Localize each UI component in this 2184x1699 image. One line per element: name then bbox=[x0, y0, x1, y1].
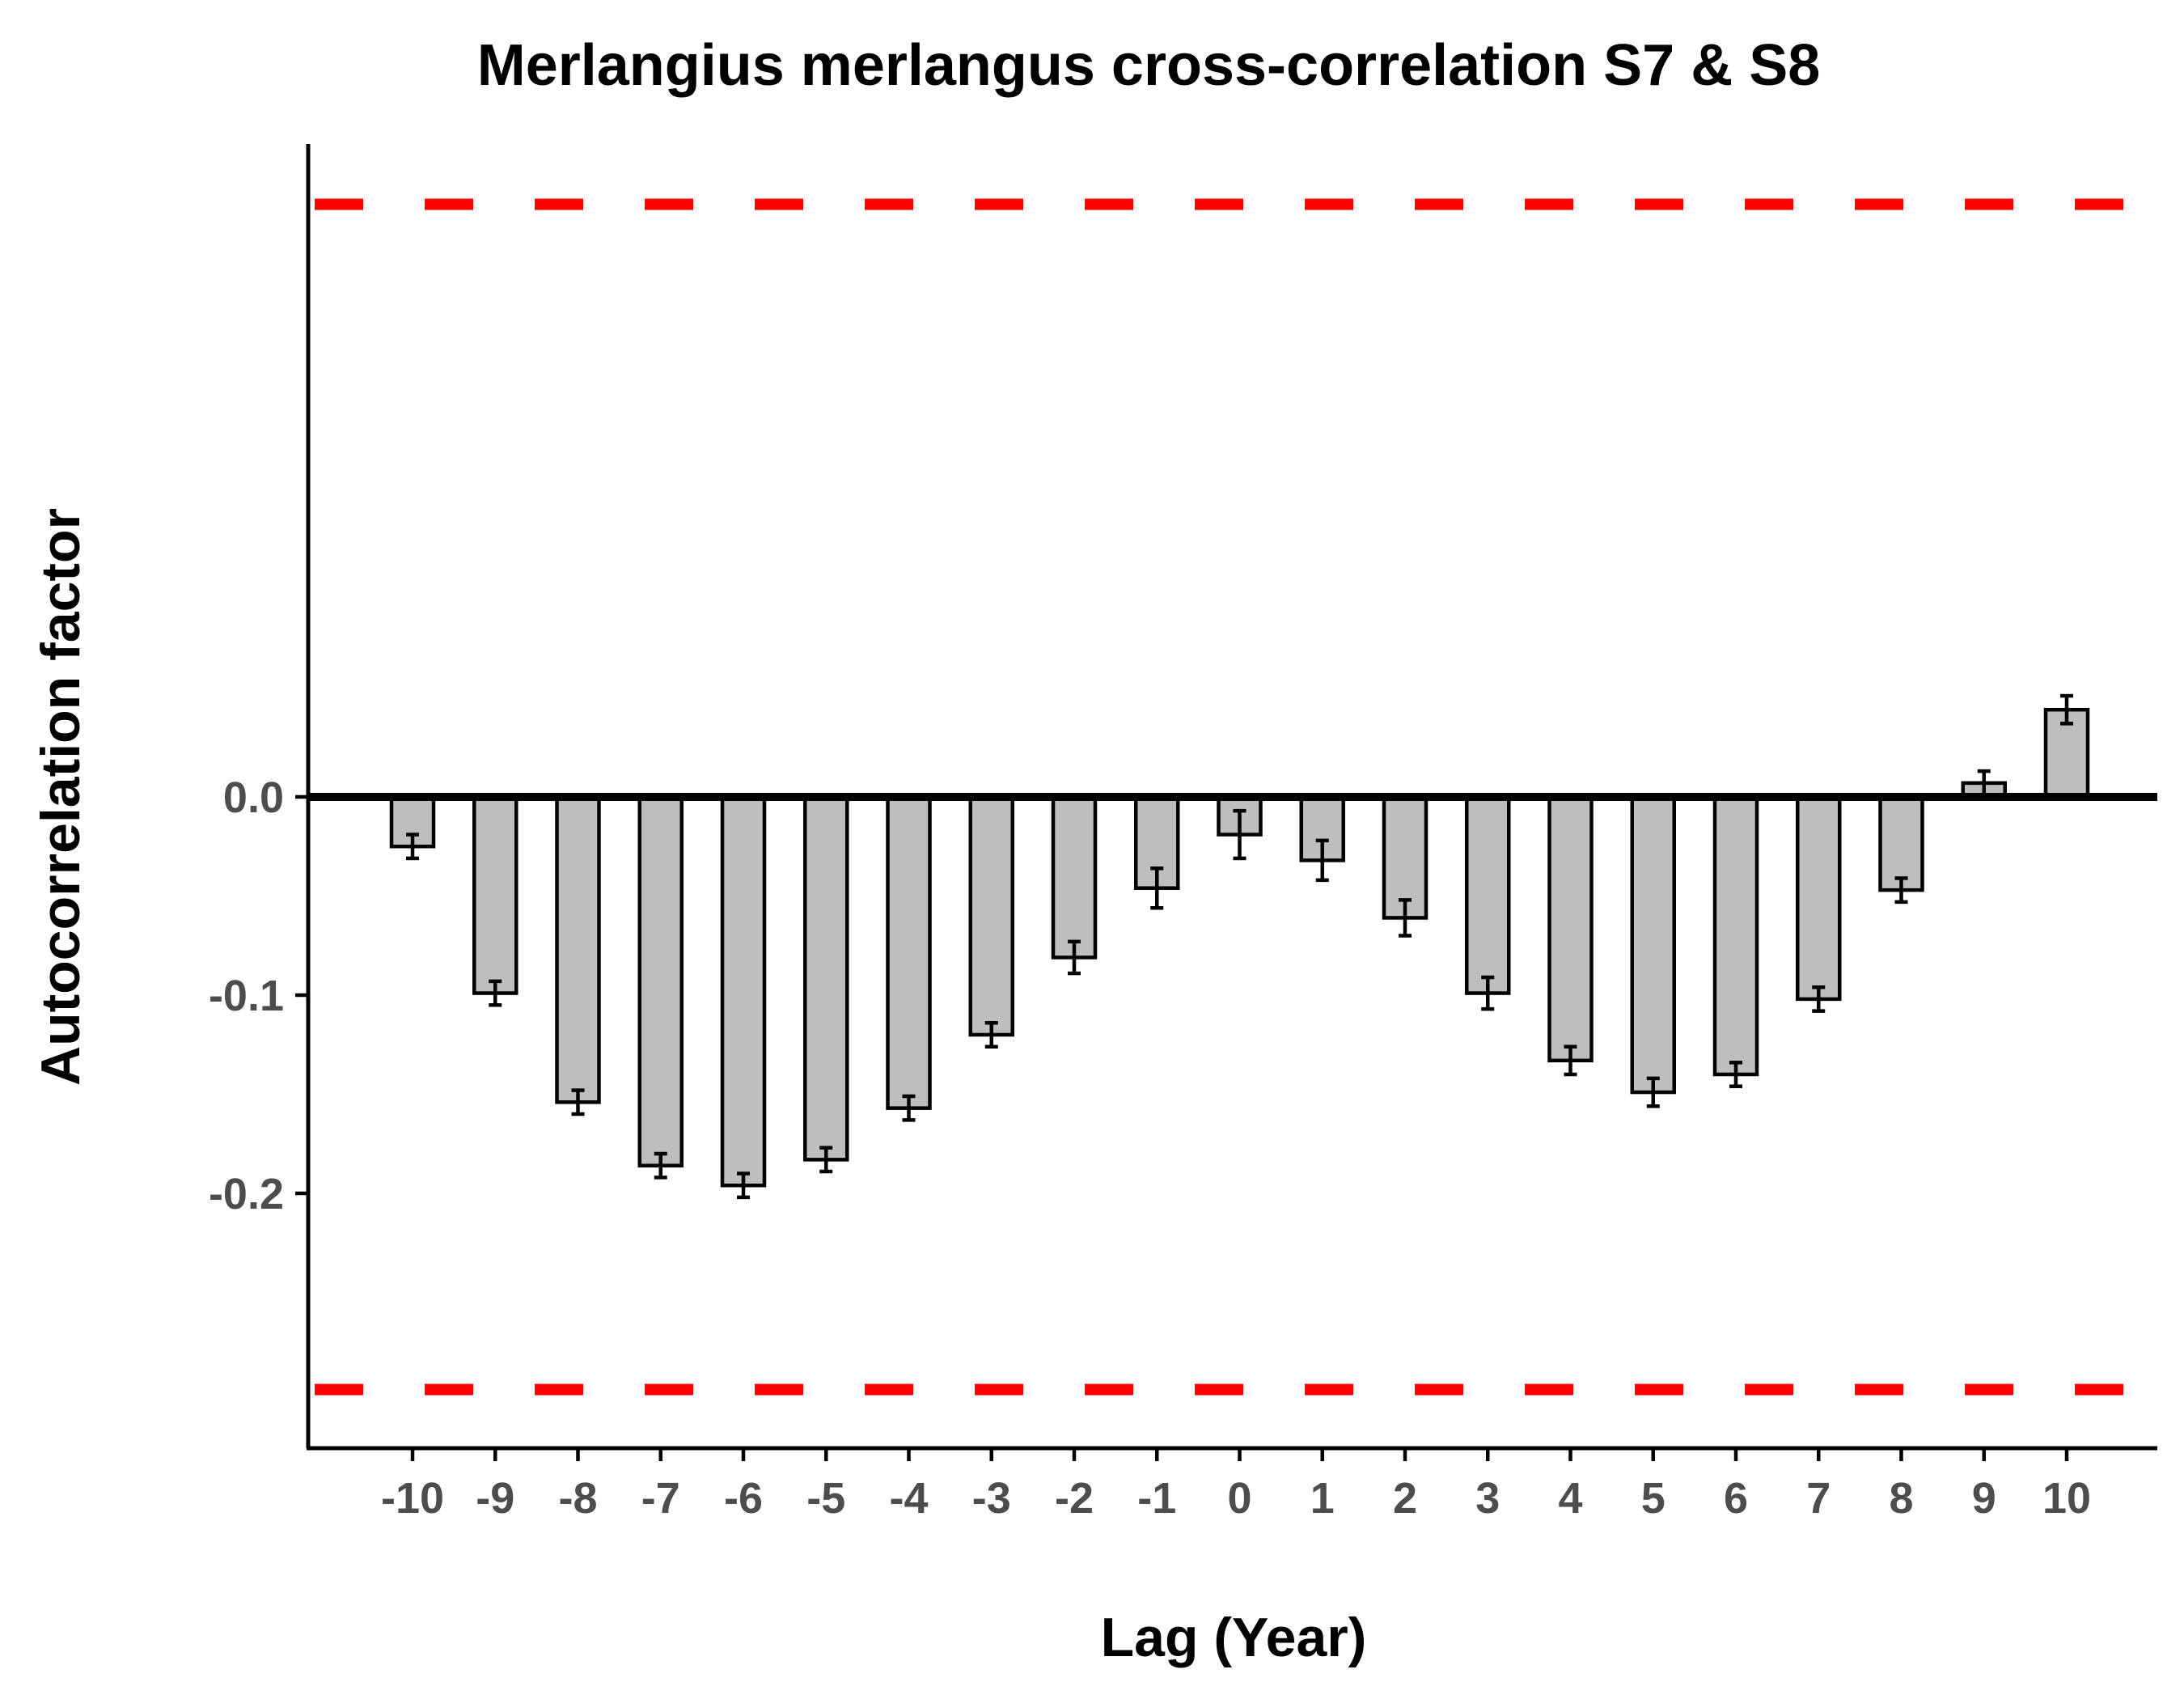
bar-lag--8 bbox=[555, 794, 601, 1104]
bar-lag--6 bbox=[720, 794, 767, 1188]
bar-lag-6 bbox=[1712, 794, 1759, 1077]
x-tick-label: 4 bbox=[1558, 1474, 1582, 1523]
bar-lag--5 bbox=[803, 794, 849, 1162]
error-bar-lag--8 bbox=[571, 1088, 585, 1116]
error-bar-lag--3 bbox=[984, 1021, 998, 1049]
x-tick-label: 1 bbox=[1310, 1474, 1335, 1523]
y-tick-label: 0.0 bbox=[223, 773, 284, 822]
error-bar-lag--1 bbox=[1150, 866, 1164, 910]
x-axis-ticks: -10 -9 -8 -7 -6 -5 -4 -3 -2 -1 0 1 2 3 4 5 6 7 8 9 10 bbox=[381, 1448, 2091, 1523]
y-axis-title: Autocorrelation factor bbox=[30, 508, 91, 1086]
x-tick-label: -4 bbox=[889, 1474, 928, 1523]
x-tick-label: 10 bbox=[2042, 1474, 2091, 1523]
error-bar-lag-7 bbox=[1812, 985, 1826, 1013]
x-tick-label: 2 bbox=[1393, 1474, 1417, 1523]
x-tick-label: 9 bbox=[1972, 1474, 1996, 1523]
bar-lag--7 bbox=[637, 794, 684, 1167]
x-tick-label: -8 bbox=[558, 1474, 597, 1523]
bar-lag--4 bbox=[886, 794, 932, 1110]
error-bar-lag--2 bbox=[1068, 939, 1081, 976]
x-tick-label: 5 bbox=[1641, 1474, 1666, 1523]
error-bar-lag-4 bbox=[1564, 1044, 1577, 1077]
x-tick-label: -3 bbox=[972, 1474, 1011, 1523]
error-bar-lag-5 bbox=[1646, 1076, 1660, 1108]
error-bar-lag--4 bbox=[902, 1094, 916, 1122]
x-tick-label: -6 bbox=[724, 1474, 763, 1523]
error-bar-lag-8 bbox=[1894, 876, 1908, 905]
x-tick-label: -2 bbox=[1055, 1474, 1094, 1523]
error-bar-lag-0 bbox=[1233, 808, 1246, 861]
bar-lag-8 bbox=[1878, 794, 1924, 892]
error-bar-lag-3 bbox=[1481, 975, 1495, 1011]
bar-lag--2 bbox=[1051, 794, 1098, 960]
x-tick-label: 8 bbox=[1889, 1474, 1913, 1523]
error-bar-lag--5 bbox=[819, 1146, 833, 1174]
x-tick-label: -5 bbox=[806, 1474, 845, 1523]
y-tick-label: -0.2 bbox=[209, 1170, 284, 1218]
error-bars bbox=[406, 693, 2073, 1200]
chart-title: Merlangius merlangus cross-correlation S… bbox=[477, 33, 1821, 98]
x-tick-label: -9 bbox=[476, 1474, 514, 1523]
x-axis-title: Lag (Year) bbox=[1101, 1607, 1367, 1668]
x-tick-label: 0 bbox=[1227, 1474, 1251, 1523]
x-tick-label: -1 bbox=[1137, 1474, 1176, 1523]
y-tick-label: -0.1 bbox=[209, 972, 284, 1020]
bar-lag--9 bbox=[472, 794, 518, 995]
bar-lag-3 bbox=[1465, 794, 1511, 995]
error-bar-lag--6 bbox=[737, 1172, 750, 1200]
y-axis-ticks: 0.0 -0.1 -0.2 bbox=[209, 773, 308, 1218]
x-tick-label: -10 bbox=[381, 1474, 444, 1523]
x-tick-label: 6 bbox=[1724, 1474, 1748, 1523]
error-bar-lag--9 bbox=[489, 979, 502, 1007]
error-bar-lag-6 bbox=[1729, 1061, 1742, 1088]
bar-lag-7 bbox=[1796, 794, 1842, 1002]
bars bbox=[389, 707, 2090, 1188]
bar-lag--3 bbox=[968, 794, 1014, 1037]
x-tick-label: 7 bbox=[1806, 1474, 1831, 1523]
error-bar-lag-1 bbox=[1315, 838, 1329, 883]
error-bar-lag-10 bbox=[2060, 693, 2073, 726]
error-bar-lag-2 bbox=[1399, 898, 1412, 938]
bar-lag-5 bbox=[1630, 794, 1676, 1095]
error-bar-lag--7 bbox=[654, 1151, 667, 1180]
bar-lag-4 bbox=[1547, 794, 1594, 1063]
x-tick-label: -7 bbox=[641, 1474, 680, 1523]
x-tick-label: 3 bbox=[1475, 1474, 1500, 1523]
error-bar-lag--10 bbox=[406, 833, 419, 861]
reference-lines bbox=[315, 198, 2157, 1396]
